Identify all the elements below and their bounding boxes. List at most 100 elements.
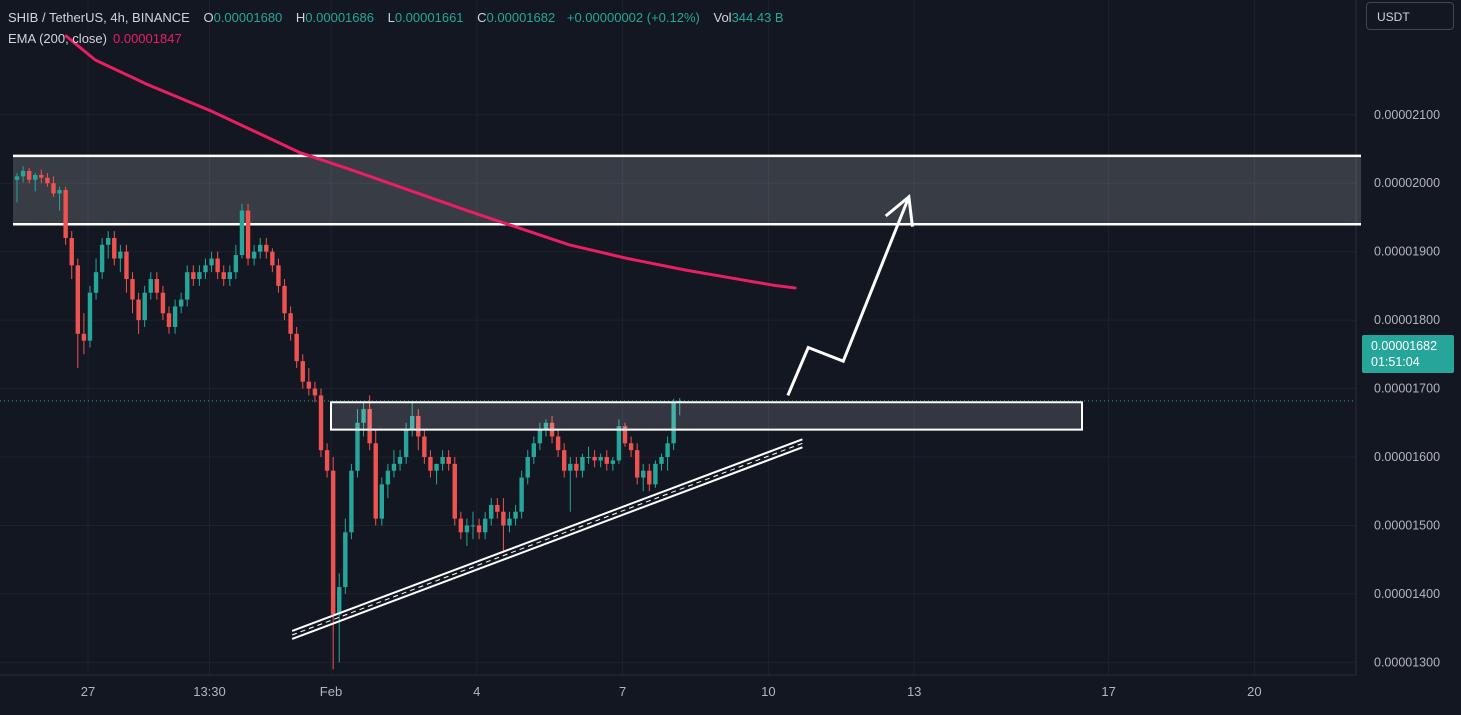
x-axis-tick-label: 17 <box>1101 684 1115 699</box>
candle-body <box>75 265 80 334</box>
candle-body <box>641 470 646 478</box>
candle-body <box>537 429 543 444</box>
close-label: C <box>477 10 487 25</box>
candle-body <box>525 457 530 478</box>
candle-body <box>203 265 208 273</box>
y-axis-tick-label: 0.00002100 <box>1374 108 1440 122</box>
candle-body <box>555 436 561 451</box>
candle-body <box>51 183 56 194</box>
last-price-value: 0.00001682 <box>1371 339 1438 353</box>
candle-body <box>136 299 141 321</box>
low-label: L <box>387 10 395 25</box>
candle-body <box>519 477 524 512</box>
ema-value: 0.00001847 <box>113 31 182 46</box>
bar-countdown: 01:51:04 <box>1371 355 1420 369</box>
y-axis-tick-label: 0.00002000 <box>1374 176 1440 190</box>
candle-body <box>276 265 281 286</box>
candle-body <box>306 381 312 389</box>
candle-body <box>452 463 457 519</box>
candle-body <box>458 518 464 533</box>
candle-body <box>227 272 232 280</box>
candle-body <box>294 333 299 362</box>
candle-body <box>45 177 50 184</box>
trendline-upper[interactable] <box>291 438 803 632</box>
candle-body <box>264 244 269 252</box>
y-axis-tick-label: 0.00001400 <box>1374 587 1440 601</box>
y-axis-tick-label: 0.00001900 <box>1374 245 1440 259</box>
resistance-zone[interactable] <box>13 155 1361 225</box>
candle-body <box>233 255 239 273</box>
candle-body <box>337 587 342 615</box>
change-value: +0.00000002 (+0.12%) <box>566 10 700 25</box>
y-axis-tick-label: 0.00001600 <box>1374 450 1440 464</box>
candle-body <box>410 415 415 430</box>
candle-body <box>118 251 123 259</box>
candle-body <box>209 258 214 266</box>
ema-200-line <box>64 34 797 290</box>
candle-body <box>81 333 87 341</box>
candle-body <box>531 443 536 458</box>
candle-body <box>288 313 293 334</box>
candle-body <box>112 237 117 259</box>
open-value: 0.00001680 <box>213 10 283 25</box>
candle-body <box>148 279 153 293</box>
candle-body <box>20 170 26 177</box>
candle-body <box>215 258 220 273</box>
candle-body <box>87 292 93 341</box>
high-label: H <box>295 10 306 25</box>
trendline-middle[interactable] <box>291 442 803 636</box>
candle-body <box>318 395 324 451</box>
candle-body <box>221 272 226 280</box>
candle-body <box>568 463 573 471</box>
candle-body <box>586 457 591 459</box>
candle-body <box>191 272 196 280</box>
candle-body <box>622 426 628 444</box>
candle-body <box>543 422 549 430</box>
projected-path-arrow[interactable] <box>786 196 911 396</box>
x-axis-tick-label: 27 <box>81 684 95 699</box>
breakout-zone[interactable] <box>330 401 1083 431</box>
candle-body <box>355 422 360 471</box>
candle-body <box>513 511 518 519</box>
candle-body <box>300 361 305 382</box>
candle-body <box>63 190 68 238</box>
candle-body <box>245 210 251 259</box>
currency-button[interactable]: USDT <box>1366 2 1454 30</box>
ema-label[interactable]: EMA (200, close) <box>8 31 107 46</box>
candle-body <box>464 525 470 533</box>
candle-body <box>14 176 20 180</box>
candle-body <box>39 174 44 178</box>
arrow-head[interactable] <box>884 193 914 227</box>
candle-body <box>628 443 634 451</box>
symbol-title[interactable]: SHIB / TetherUS, 4h, BINANCE <box>8 10 190 25</box>
y-axis-tick-label: 0.00001700 <box>1374 382 1440 396</box>
candle-body <box>507 518 512 526</box>
candle-body <box>130 279 135 300</box>
trendline-lower[interactable] <box>291 446 803 640</box>
candle-body <box>501 511 506 526</box>
candle-body <box>312 388 318 396</box>
candle-body <box>610 460 616 464</box>
x-axis-tick-label: 20 <box>1247 684 1261 699</box>
candle-body <box>172 306 178 327</box>
volume-value: 344.43 B <box>731 10 784 25</box>
candle-body <box>391 463 397 471</box>
ema-row: EMA (200, close) 0.00001847 <box>8 28 784 49</box>
candle-body <box>470 525 476 527</box>
last-price-tag: 0.00001682 01:51:04 <box>1362 335 1454 373</box>
candle-body <box>476 525 482 533</box>
candle-body <box>671 402 676 444</box>
candle-body <box>185 272 190 300</box>
candle-body <box>489 504 494 519</box>
candle-body <box>574 463 579 471</box>
candle-body <box>361 409 366 423</box>
x-axis-tick-label: 10 <box>761 684 775 699</box>
candle-body <box>562 450 567 471</box>
candle-body <box>324 450 330 471</box>
candle-body <box>154 279 160 293</box>
candle-body <box>33 174 38 180</box>
candle-body <box>385 470 391 485</box>
